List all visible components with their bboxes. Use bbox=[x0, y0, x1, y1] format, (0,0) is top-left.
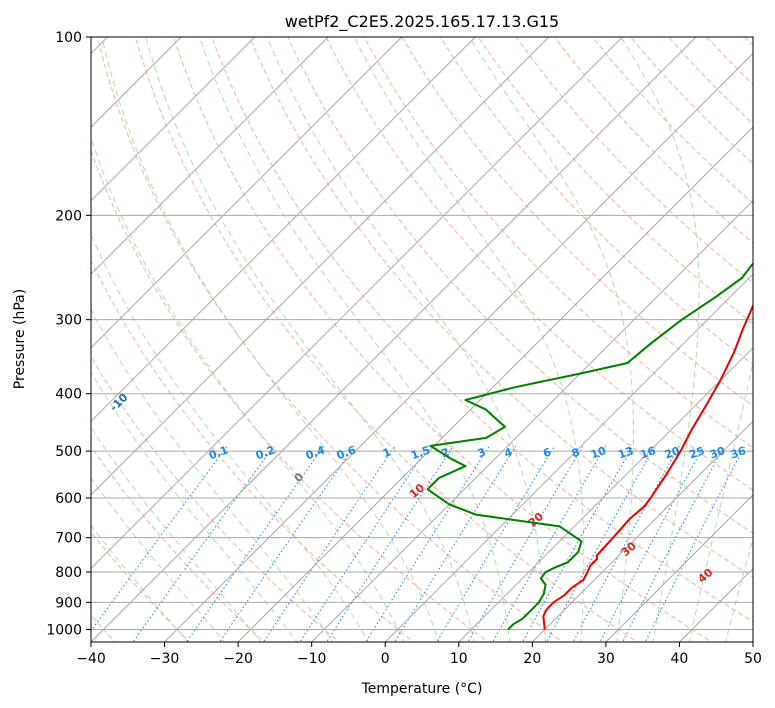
y-tick-label: 800 bbox=[55, 565, 82, 581]
isotherm-line bbox=[91, 37, 623, 570]
mixing-ratio-label: 0.6 bbox=[335, 443, 358, 462]
mixing-ratio-line bbox=[365, 445, 490, 642]
mixing-ratio-label: 0.4 bbox=[304, 443, 327, 462]
line-labels: 0.10.20.40.611.52346810131620253036-100-… bbox=[107, 391, 748, 586]
y-tick-label: 1000 bbox=[46, 622, 82, 638]
mixing-ratio-label: 25 bbox=[687, 444, 706, 461]
moist-adiabat-line bbox=[91, 136, 405, 642]
mixing-ratio-line bbox=[326, 445, 454, 642]
chart-title: wetPf2_C2E5.2025.165.17.13.G15 bbox=[285, 12, 559, 32]
mixing-ratio-label: 0.2 bbox=[254, 443, 277, 462]
mixing-ratio-label: 16 bbox=[639, 444, 658, 462]
isotherm-line bbox=[237, 126, 753, 642]
x-tick-label: −40 bbox=[76, 651, 106, 667]
x-tick-label: −20 bbox=[223, 651, 253, 667]
dry-adiabat-line bbox=[325, 37, 753, 491]
mixing-ratio-label: 6 bbox=[541, 445, 553, 460]
isotherm-line bbox=[91, 37, 476, 423]
background-lines bbox=[91, 37, 753, 642]
mixing-ratio-label: 1.5 bbox=[409, 443, 432, 462]
moist-adiabat-line bbox=[91, 233, 369, 642]
mixing-ratio-label: 4 bbox=[502, 445, 514, 460]
temperature-profile-line bbox=[542, 303, 753, 630]
isotherm-line bbox=[164, 52, 753, 642]
x-tick-label: 20 bbox=[523, 651, 541, 667]
mixing-ratio-line bbox=[219, 445, 356, 642]
profile-lines bbox=[426, 261, 753, 631]
x-tick-label: −10 bbox=[297, 651, 327, 667]
dry-adiabat-line bbox=[477, 37, 753, 325]
y-tick-label: 300 bbox=[55, 313, 82, 329]
isotherm-line bbox=[531, 420, 753, 642]
x-tick-label: 50 bbox=[744, 651, 762, 667]
x-tick-label: 30 bbox=[597, 651, 615, 667]
mixing-ratio-label: 2 bbox=[440, 445, 452, 460]
mixing-ratio-label: 0.1 bbox=[207, 443, 230, 462]
dry-adiabat-line bbox=[439, 37, 753, 366]
x-tick-label: 40 bbox=[671, 651, 689, 667]
mixing-ratio-label: 36 bbox=[729, 444, 748, 462]
y-tick-label: 200 bbox=[55, 208, 82, 224]
isotherm-line bbox=[605, 494, 753, 642]
axis-ticks: −40 −30 −20 −10 0 10 20 30 40 5010020030040050060… bbox=[46, 30, 762, 667]
mixing-ratio-label: 1 bbox=[381, 446, 393, 461]
mixing-ratio-line bbox=[394, 445, 517, 642]
dry-adiabat-line bbox=[91, 445, 266, 642]
mixing-ratio-line bbox=[185, 445, 325, 642]
mixing-ratio-line bbox=[599, 445, 705, 642]
mixing-ratio-label: 3 bbox=[476, 445, 488, 460]
dry-adiabat-line bbox=[363, 37, 753, 449]
isotherm-line bbox=[311, 199, 753, 642]
isotherm-line bbox=[91, 37, 256, 202]
mixing-ratio-label: 30 bbox=[708, 444, 727, 462]
y-tick-label: 900 bbox=[55, 595, 82, 611]
dewpoint-profile-line bbox=[426, 261, 753, 631]
isotherm-line bbox=[91, 37, 697, 642]
y-tick-label: 100 bbox=[55, 30, 82, 46]
dry-adiabat-line bbox=[91, 149, 489, 642]
y-tick-label: 700 bbox=[55, 531, 82, 547]
x-tick-label: 0 bbox=[381, 651, 390, 667]
mixing-ratio-line bbox=[262, 445, 396, 642]
mixing-ratio-label: 8 bbox=[570, 445, 582, 460]
dry-adiabat-line bbox=[91, 355, 340, 642]
x-tick-label: 10 bbox=[450, 651, 468, 667]
plot-frame bbox=[90, 36, 754, 643]
isotherm-line bbox=[91, 37, 403, 349]
y-tick-label: 400 bbox=[55, 387, 82, 403]
x-tick-label: −30 bbox=[150, 651, 180, 667]
isotherm-line bbox=[91, 37, 329, 275]
dry-adiabat-line bbox=[96, 37, 564, 642]
mixing-ratio-line bbox=[299, 445, 430, 642]
y-tick-label: 500 bbox=[55, 444, 82, 460]
y-tick-label: 600 bbox=[55, 491, 82, 507]
y-axis-label: Pressure (hPa) bbox=[12, 289, 28, 389]
isotherm-line bbox=[91, 37, 550, 496]
mixing-ratio-label: 10 bbox=[589, 444, 608, 462]
mixing-ratio-label: 13 bbox=[616, 444, 635, 461]
isotherm-line bbox=[458, 347, 753, 642]
x-axis-label: Temperature (°C) bbox=[361, 681, 483, 697]
isotherm-line bbox=[384, 273, 753, 642]
dry-adiabat-line bbox=[287, 37, 753, 534]
mixing-ratio-line bbox=[467, 445, 584, 642]
